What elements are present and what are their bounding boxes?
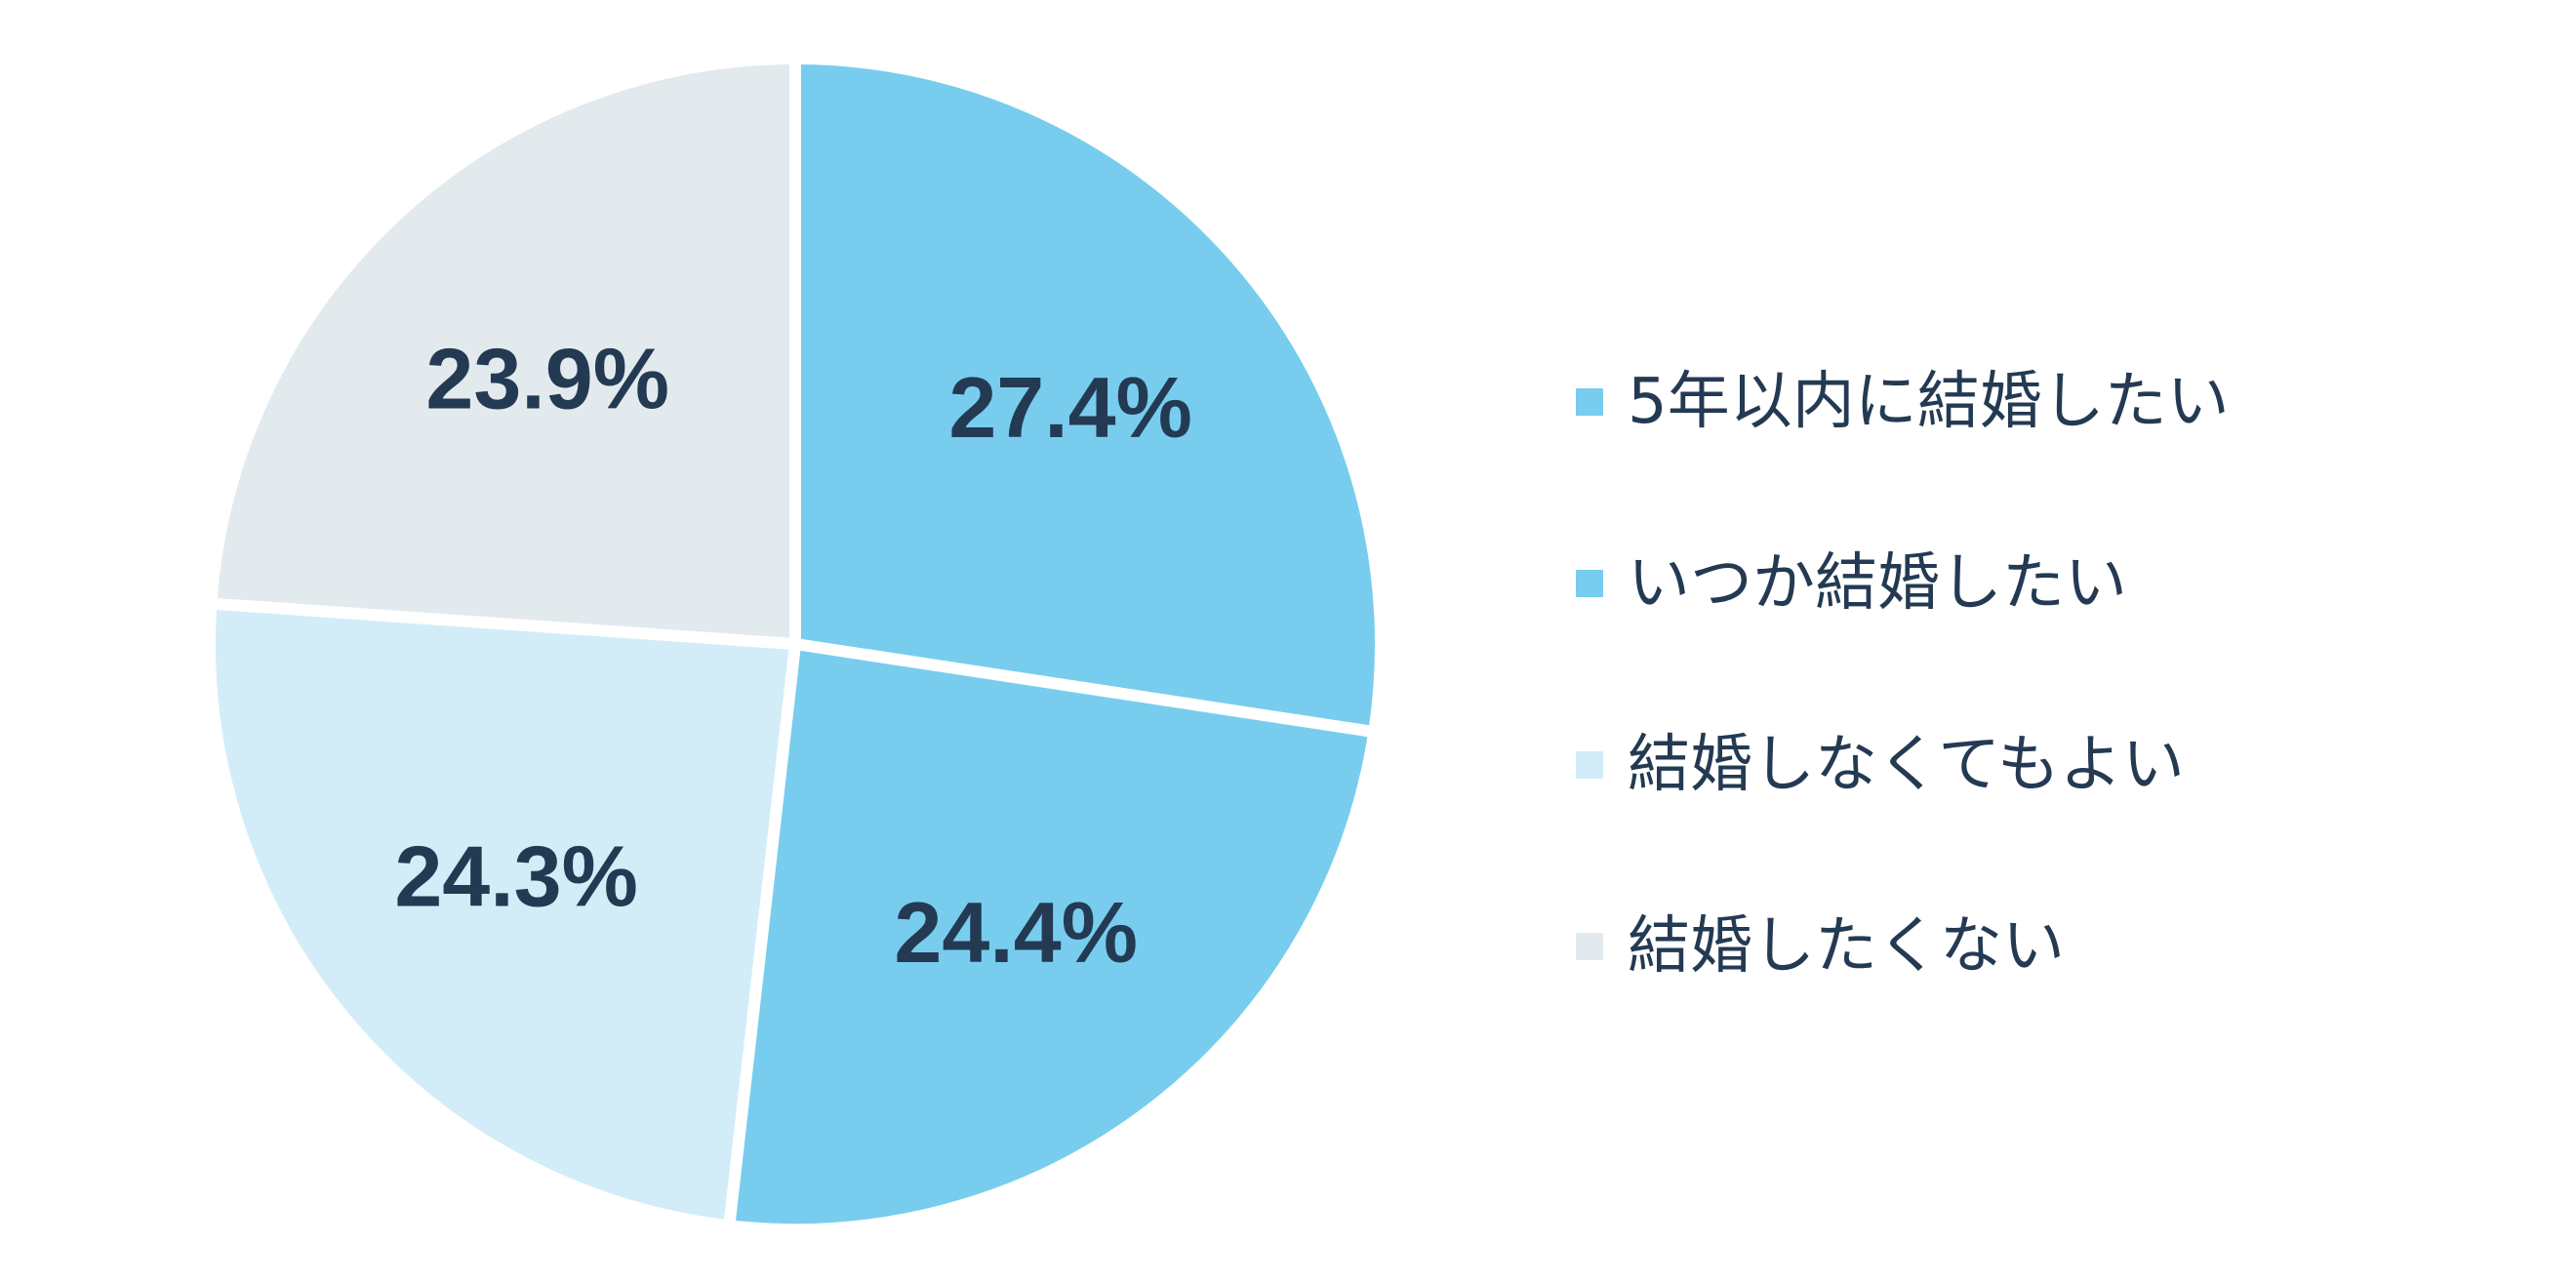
- legend-swatch-1: [1576, 388, 1603, 416]
- legend-label-4: 結婚したくない: [1628, 910, 2065, 983]
- pie-slice-1: [789, 53, 1387, 739]
- pie-slice-4: [205, 53, 801, 650]
- slice-value-label-4: 23.9%: [425, 331, 669, 427]
- pie-slices: [203, 53, 1387, 1235]
- legend-swatch-2: [1576, 570, 1603, 597]
- legend-swatch-4: [1576, 933, 1603, 960]
- pie-slice-2: [723, 638, 1381, 1235]
- legend-item-3: 結婚しなくてもよい: [1576, 729, 2185, 801]
- legend-swatch-3: [1576, 751, 1603, 779]
- legend-label-1: 5年以内に結婚したい: [1628, 366, 2230, 438]
- legend-item-4: 結婚したくない: [1576, 910, 2065, 983]
- legend-label-2: いつか結婚したい: [1628, 547, 2127, 620]
- legend-label-3: 結婚しなくてもよい: [1628, 729, 2185, 801]
- legend-item-2: いつか結婚したい: [1576, 547, 2127, 620]
- pie-slice-labels: 27.4% 24.4% 24.3% 23.9%: [394, 331, 1192, 981]
- slice-value-label-3: 24.3%: [394, 828, 638, 925]
- slice-value-label-1: 27.4%: [948, 359, 1192, 456]
- pie-slice-3: [203, 597, 801, 1232]
- slice-value-label-2: 24.4%: [894, 884, 1138, 981]
- legend-item-1: 5年以内に結婚したい: [1576, 366, 2230, 438]
